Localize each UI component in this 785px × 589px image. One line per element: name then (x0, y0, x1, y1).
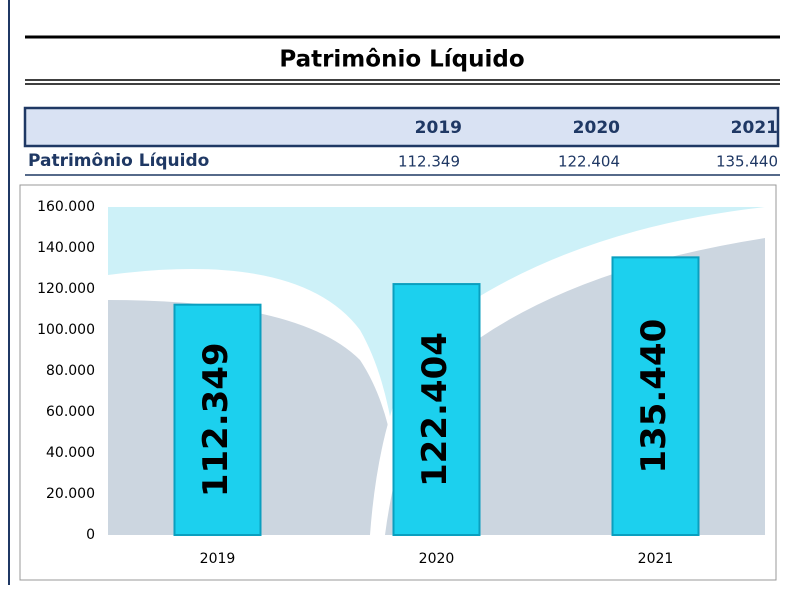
page-title: Patrimônio Líquido (279, 47, 524, 73)
y-tick-label: 80.000 (46, 363, 95, 379)
row-label: Patrimônio Líquido (28, 151, 209, 171)
header-cell: 2020 (573, 118, 620, 138)
header-cell: 2021 (731, 118, 778, 138)
y-tick-label: 60.000 (46, 404, 95, 420)
table-header-cells: 2019 2020 2021 (415, 118, 778, 138)
y-tick-label: 40.000 (46, 445, 95, 461)
cell: 135.440 (716, 153, 778, 171)
x-tick-label: 2020 (419, 551, 455, 567)
row-values: 112.349 122.404 135.440 (398, 153, 778, 171)
bar (392, 283, 481, 537)
x-tick-label: 2021 (638, 551, 674, 567)
bar-value-label: 135.440 (634, 319, 674, 474)
bar (173, 303, 262, 536)
bar (611, 256, 700, 536)
chart: 0 20.000 40.000 60.000 80.000 100.000 120.000 1… (37, 199, 700, 567)
y-tick-label: 160.000 (37, 199, 95, 215)
y-tick-label: 120.000 (37, 281, 95, 297)
y-tick-label: 20.000 (46, 486, 95, 502)
y-tick-label: 140.000 (37, 240, 95, 256)
cell: 122.404 (558, 153, 620, 171)
table-header (23, 106, 780, 148)
x-tick-label: 2019 (200, 551, 236, 567)
y-tick-label: 0 (86, 527, 95, 543)
bar-value-label: 122.404 (415, 332, 455, 487)
bar-value-label: 112.349 (196, 342, 236, 497)
cell: 112.349 (398, 153, 460, 171)
header-cell: 2019 (415, 118, 462, 138)
y-tick-label: 100.000 (37, 322, 95, 338)
